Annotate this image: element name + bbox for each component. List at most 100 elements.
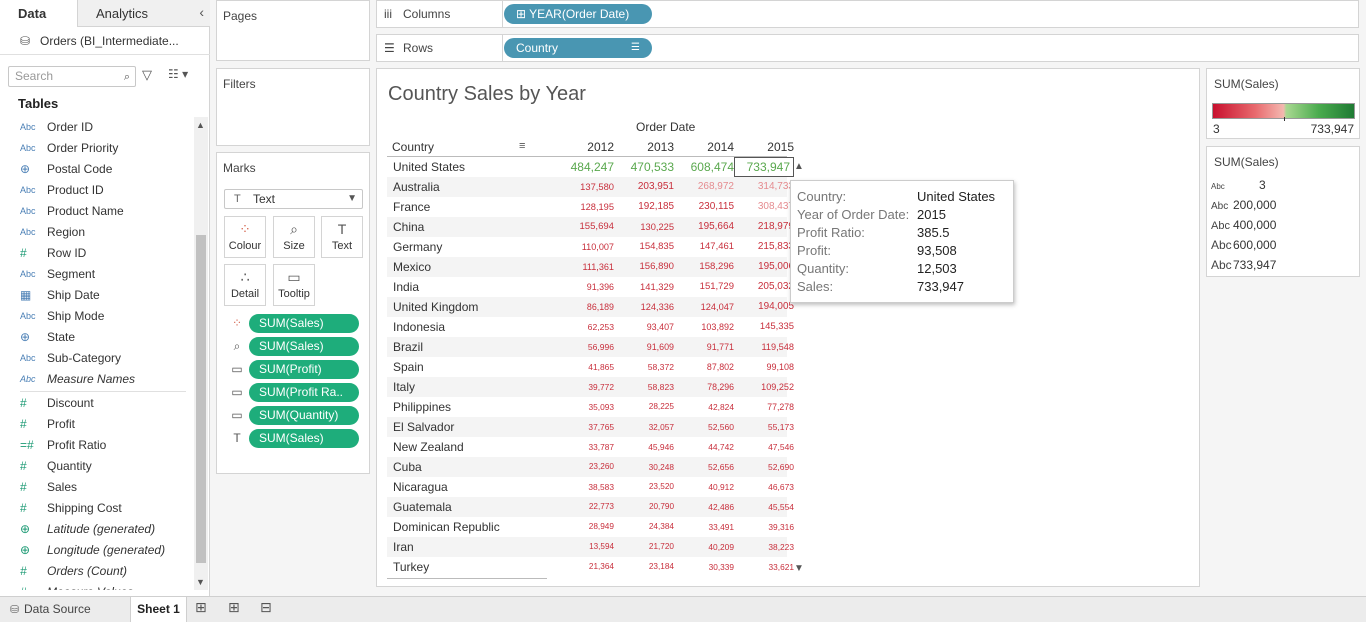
- country-label[interactable]: Iran: [393, 540, 414, 554]
- field-ship-mode[interactable]: Abc Ship Mode: [0, 306, 194, 327]
- country-label[interactable]: Philippines: [393, 400, 452, 414]
- sales-cell[interactable]: 195,006: [758, 261, 794, 272]
- sales-cell[interactable]: 151,729: [699, 281, 734, 292]
- sales-cell[interactable]: 78,296: [707, 382, 734, 392]
- datasource-item[interactable]: ⛁ Orders (BI_Intermediate...: [0, 27, 210, 55]
- sales-cell[interactable]: 23,184: [648, 562, 674, 571]
- sales-cell[interactable]: 52,560: [707, 422, 734, 432]
- field-orders-count[interactable]: # Orders (Count): [0, 561, 194, 582]
- scroll-up-icon[interactable]: ▲: [196, 120, 205, 130]
- sales-cell[interactable]: 103,892: [701, 322, 734, 332]
- sales-cell[interactable]: 124,047: [700, 302, 734, 312]
- field-profit[interactable]: # Profit: [0, 414, 194, 435]
- filters-card[interactable]: Filters: [216, 68, 370, 146]
- pages-card[interactable]: Pages: [216, 0, 370, 61]
- detail-mark-button[interactable]: ∴ Detail: [224, 264, 266, 306]
- field-state[interactable]: ⊕ State: [0, 327, 194, 348]
- country-label[interactable]: United States: [393, 160, 466, 174]
- sales-cell[interactable]: 268,972: [697, 181, 734, 192]
- sales-cell[interactable]: 46,673: [768, 482, 794, 492]
- sort-icon[interactable]: ≡: [519, 140, 526, 152]
- sales-cell[interactable]: 156,890: [639, 261, 674, 272]
- filter-icon[interactable]: ▽: [142, 67, 152, 82]
- sales-cell[interactable]: 41,865: [588, 362, 614, 372]
- sales-cell[interactable]: 147,461: [699, 241, 734, 252]
- columns-shelf[interactable]: iii Columns ⊞ YEAR(Order Date): [376, 0, 1359, 28]
- size-legend-item[interactable]: Abc 400,000: [1211, 215, 1351, 235]
- country-pill[interactable]: Country ☰: [504, 38, 652, 58]
- field-row-id[interactable]: # Row ID: [0, 243, 194, 264]
- sales-cell[interactable]: 77,278: [767, 402, 794, 412]
- sales-cell[interactable]: 128,195: [580, 202, 615, 212]
- field-discount[interactable]: # Discount: [0, 393, 194, 414]
- field-latitude-generated[interactable]: ⊕ Latitude (generated): [0, 519, 194, 540]
- sales-cell[interactable]: 39,316: [768, 522, 794, 532]
- tab-data[interactable]: Data: [0, 0, 77, 27]
- sales-cell[interactable]: 40,912: [708, 482, 734, 492]
- scroll-down-icon[interactable]: ▼: [196, 577, 205, 587]
- sales-cell[interactable]: 155,694: [579, 221, 614, 232]
- sales-cell[interactable]: 62,253: [587, 322, 614, 332]
- sales-cell[interactable]: 33,787: [588, 442, 614, 452]
- sales-cell[interactable]: 111,361: [582, 262, 614, 272]
- measure-pill[interactable]: SUM(Sales): [249, 314, 359, 333]
- year-order-date-pill[interactable]: ⊞ YEAR(Order Date): [504, 4, 652, 24]
- sales-cell[interactable]: 23,260: [588, 462, 614, 471]
- sales-cell[interactable]: 20,790: [648, 502, 674, 511]
- country-label[interactable]: Guatemala: [393, 500, 452, 514]
- year-header[interactable]: 2014: [707, 140, 734, 154]
- sales-cell[interactable]: 52,690: [767, 462, 794, 472]
- scrollbar-thumb[interactable]: [196, 235, 206, 563]
- collapse-pane-icon[interactable]: ‹: [199, 4, 204, 20]
- sales-cell[interactable]: 205,032: [757, 281, 794, 292]
- text-mark-button[interactable]: T Text: [321, 216, 363, 258]
- mark-type-select[interactable]: T Text ▼: [224, 189, 363, 209]
- field-profit-ratio[interactable]: =# Profit Ratio: [0, 435, 194, 456]
- sales-cell[interactable]: 42,824: [708, 402, 734, 412]
- sales-cell[interactable]: 203,951: [637, 181, 674, 192]
- sales-cell[interactable]: 733,947: [734, 157, 794, 177]
- field-postal-code[interactable]: ⊕ Postal Code: [0, 159, 194, 180]
- size-legend[interactable]: SUM(Sales) Abc 3 Abc 200,000 Abc 400,000 Abc60…: [1206, 146, 1360, 277]
- field-sales[interactable]: # Sales: [0, 477, 194, 498]
- sales-cell[interactable]: 124,336: [640, 302, 674, 312]
- sales-cell[interactable]: 21,364: [588, 562, 614, 571]
- text-icon[interactable]: T: [233, 431, 241, 445]
- sales-cell[interactable]: 42,486: [708, 502, 734, 512]
- country-label[interactable]: New Zealand: [393, 440, 464, 454]
- sales-cell[interactable]: 24,384: [648, 522, 674, 531]
- sales-cell[interactable]: 192,185: [638, 201, 674, 212]
- country-label[interactable]: Spain: [393, 360, 424, 374]
- tooltip-icon[interactable]: ▭: [231, 385, 243, 399]
- colour-mark-button[interactable]: ⁘ Colour: [224, 216, 266, 258]
- country-label[interactable]: Indonesia: [393, 320, 446, 334]
- sales-cell[interactable]: 145,335: [759, 321, 794, 332]
- sales-cell[interactable]: 608,474: [690, 160, 734, 174]
- country-label[interactable]: El Salvador: [393, 420, 455, 434]
- measure-pill[interactable]: SUM(Profit): [249, 360, 359, 379]
- country-label[interactable]: United Kingdom: [393, 300, 479, 314]
- country-label[interactable]: Turkey: [393, 560, 430, 574]
- sales-cell[interactable]: 21,720: [648, 542, 674, 551]
- field-product-name[interactable]: Abc Product Name: [0, 201, 194, 222]
- measure-pill[interactable]: SUM(Sales): [249, 429, 359, 448]
- field-region[interactable]: Abc Region: [0, 222, 194, 243]
- country-label[interactable]: Nicaragua: [393, 480, 448, 494]
- country-label[interactable]: India: [393, 280, 420, 294]
- sales-cell[interactable]: 91,609: [646, 342, 674, 352]
- new-story-icon[interactable]: ⊟: [260, 599, 272, 615]
- color-legend[interactable]: SUM(Sales) 3 733,947: [1206, 68, 1360, 139]
- sales-cell[interactable]: 38,583: [588, 482, 614, 492]
- sales-cell[interactable]: 119,548: [761, 342, 794, 352]
- sales-cell[interactable]: 13,594: [589, 542, 614, 551]
- sales-cell[interactable]: 39,772: [588, 382, 614, 392]
- size-legend-item[interactable]: Abc733,947: [1211, 255, 1351, 275]
- country-label[interactable]: Germany: [393, 240, 443, 254]
- tooltip-icon[interactable]: ▭: [231, 362, 243, 376]
- sales-cell[interactable]: 484,247: [570, 160, 614, 174]
- field-product-id[interactable]: Abc Product ID: [0, 180, 194, 201]
- sales-cell[interactable]: 32,057: [648, 422, 674, 432]
- sales-cell[interactable]: 47,546: [768, 442, 794, 452]
- year-header[interactable]: 2013: [647, 140, 674, 154]
- field-measure-values[interactable]: # Measure Values: [0, 582, 194, 590]
